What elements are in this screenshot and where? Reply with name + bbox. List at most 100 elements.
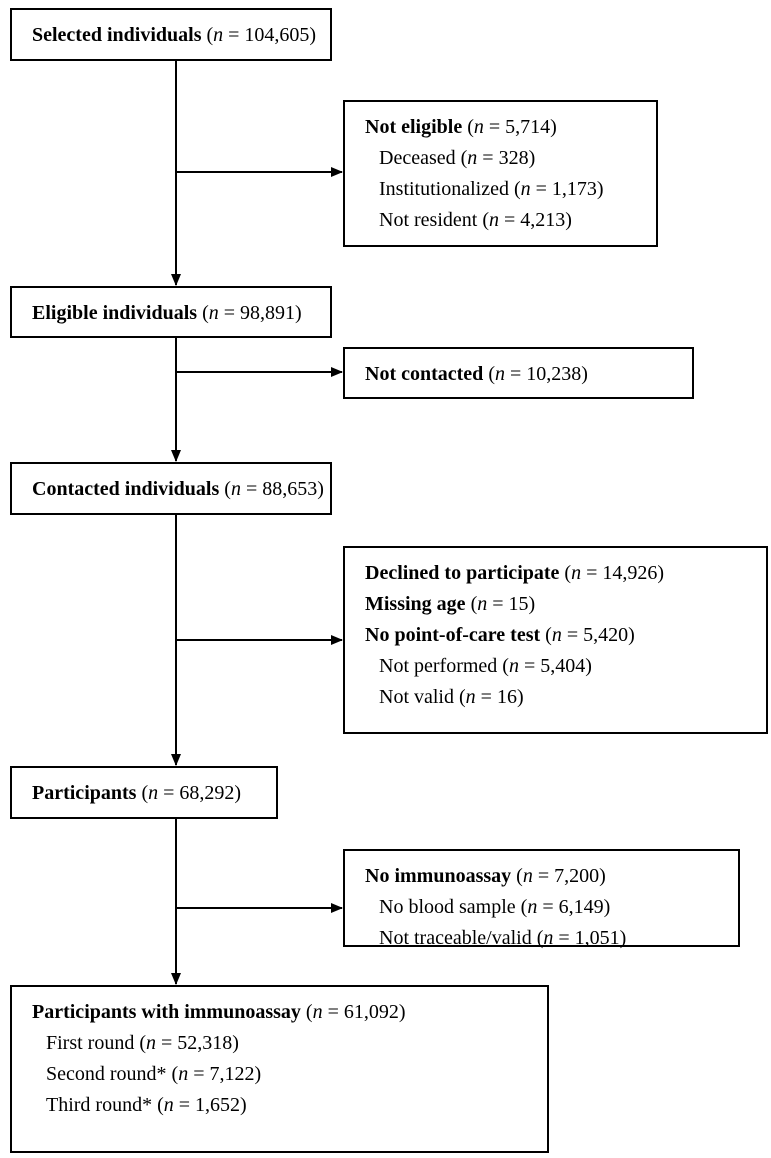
count-text: = 6,149) [537,896,611,918]
count-text: = 7,200) [532,865,606,887]
box-line: Not resident (n = 4,213) [365,205,656,236]
box-line: Declined to participate (n = 14,926) [365,558,766,589]
count-text: ( [540,624,552,646]
count-text: ( [136,782,149,804]
count-text: n [494,363,505,385]
flow-box: Participants (n = 68,292) [10,766,278,819]
flow-box: No immunoassay (n = 7,200) No blood sampl… [343,849,740,949]
count-text: ( [152,1094,164,1116]
count-text: ( [454,686,466,708]
count-text: ( [201,24,214,46]
count-text: = 1,051) [553,927,627,949]
line-label: Deceased [379,147,456,169]
line-label: Selected individuals [32,24,202,46]
count-text: n [473,116,484,138]
count-text: n [477,593,488,615]
box-line: Not contacted (n = 10,238) [365,359,692,390]
count-text: n [467,147,478,169]
count-text: = 10,238) [504,363,588,385]
count-text: = 98,891) [218,302,302,324]
count-text: ( [134,1032,147,1054]
count-text: n [488,209,499,231]
count-text: = 5,404) [518,655,592,677]
count-text: ( [455,147,468,169]
count-text: ( [531,927,544,949]
count-text: n [522,865,533,887]
box-line: Eligible individuals (n = 98,891) [32,298,330,329]
count-text: = 104,605) [223,24,317,46]
line-label: Participants with immunoassay [32,1001,301,1023]
count-text: ( [515,896,528,918]
box-line: Selected individuals (n = 104,605) [32,20,330,51]
flow-box: Participants with immunoassay (n = 61,09… [10,985,549,1153]
count-text: ( [166,1063,179,1085]
box-line: Third round* (n = 1,652) [32,1090,547,1121]
count-text: n [508,655,519,677]
line-label: Not valid [379,686,454,708]
box-line: Contacted individuals (n = 88,653) [32,474,330,505]
count-text: = 14,926) [581,562,665,584]
box-line: Missing age (n = 15) [365,589,766,620]
count-text: = 52,318) [156,1032,239,1054]
count-text: n [208,302,219,324]
box-line: Not traceable/valid (n = 1,051) [365,923,738,954]
line-label: No blood sample [379,896,516,918]
box-line: Not valid (n = 16) [365,682,766,713]
flow-box: Declined to participate (n = 14,926) Miss… [343,546,768,734]
count-text: n [312,1001,323,1023]
line-label: Participants [32,782,137,804]
count-text: = 328) [477,147,536,169]
line-label: Second round* [46,1063,167,1085]
count-text: ( [462,116,474,138]
line-label: Contacted individuals [32,478,220,500]
count-text: = 1,173) [530,178,604,200]
line-label: Institutionalized [379,178,509,200]
line-label: First round [46,1032,135,1054]
count-text: n [520,178,531,200]
line-label: Eligible individuals [32,302,198,324]
box-line: Second round* (n = 7,122) [32,1059,547,1090]
count-text: ( [197,302,209,324]
box-line: No immunoassay (n = 7,200) [365,861,738,892]
count-text: n [178,1063,189,1085]
count-text: n [527,896,538,918]
line-label: Declined to participate [365,562,560,584]
count-text: ( [508,178,521,200]
count-text: n [148,782,159,804]
count-text: ( [511,865,523,887]
count-text: = 15) [487,593,536,615]
box-line: Deceased (n = 328) [365,143,656,174]
count-text: = 7,122) [188,1063,262,1085]
count-text: n [163,1094,174,1116]
count-text: = 16) [475,686,524,708]
line-label: Not eligible [365,116,463,138]
line-label: Not contacted [365,363,484,385]
count-text: ( [497,655,509,677]
box-line: Not eligible (n = 5,714) [365,112,656,143]
count-text: = 4,213) [498,209,572,231]
count-text: n [213,24,224,46]
count-text: = 5,714) [483,116,557,138]
flow-box: Not eligible (n = 5,714) Deceased (n = 32… [343,100,658,247]
count-text: ( [483,363,495,385]
count-text: = 68,292) [158,782,242,804]
box-line: Institutionalized (n = 1,173) [365,174,656,205]
count-text: n [571,562,582,584]
flow-box: Selected individuals (n = 104,605) [10,8,332,61]
line-label: Missing age [365,593,466,615]
box-line: No point-of-care test (n = 5,420) [365,620,766,651]
box-line: Not performed (n = 5,404) [365,651,766,682]
count-text: n [465,686,476,708]
box-line: Participants with immunoassay (n = 61,09… [32,997,547,1028]
flow-box: Contacted individuals (n = 88,653) [10,462,332,515]
box-line: No blood sample (n = 6,149) [365,892,738,923]
box-line: First round (n = 52,318) [32,1028,547,1059]
count-text: = 88,653) [240,478,324,500]
box-line: Participants (n = 68,292) [32,778,276,809]
line-label: Third round* [46,1094,153,1116]
line-label: No point-of-care test [365,624,541,646]
count-text: ( [465,593,478,615]
count-text: n [146,1032,157,1054]
